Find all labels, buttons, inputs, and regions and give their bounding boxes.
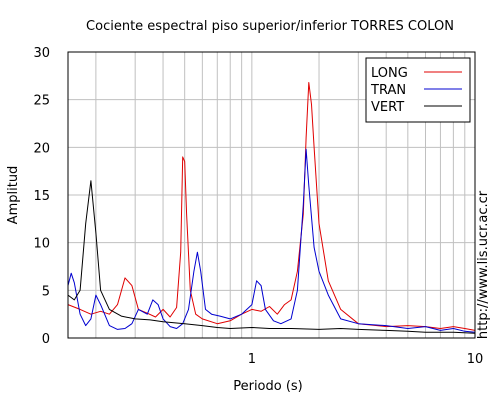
series-lines (67, 82, 476, 334)
y-tick-label: 10 (33, 237, 50, 252)
y-tick-label: 5 (42, 284, 50, 299)
legend-box (365, 57, 471, 123)
plot-frame (67, 51, 476, 339)
legend-label-vert: VERT (371, 100, 404, 115)
x-tick-label: 10 (467, 352, 484, 367)
x-axis-label: Periodo (s) (233, 379, 303, 394)
grid-lines (68, 52, 475, 338)
y-tick-label: 0 (42, 332, 50, 347)
y-tick-label: 15 (33, 189, 50, 204)
y-tick-label: 30 (33, 46, 50, 61)
y-tick-label: 25 (33, 94, 50, 109)
y-axis-label: Amplitud (6, 166, 21, 225)
legend-label-long: LONG (371, 66, 408, 81)
x-tick-labels: 1 10 (248, 352, 484, 367)
y-tick-label: 20 (33, 141, 50, 156)
chart-title: Cociente espectral piso superior/inferio… (86, 19, 454, 34)
y-tick-labels: 0 5 10 15 20 25 30 (33, 46, 50, 347)
watermark-url: http://www.lis.ucr.ac.cr (476, 190, 491, 339)
legend-label-tran: TRAN (370, 83, 406, 98)
x-tick-label: 1 (248, 352, 256, 367)
legend: LONG TRAN VERT (365, 57, 471, 123)
series-line-vert (67, 180, 476, 334)
series-line-tran (67, 148, 476, 333)
